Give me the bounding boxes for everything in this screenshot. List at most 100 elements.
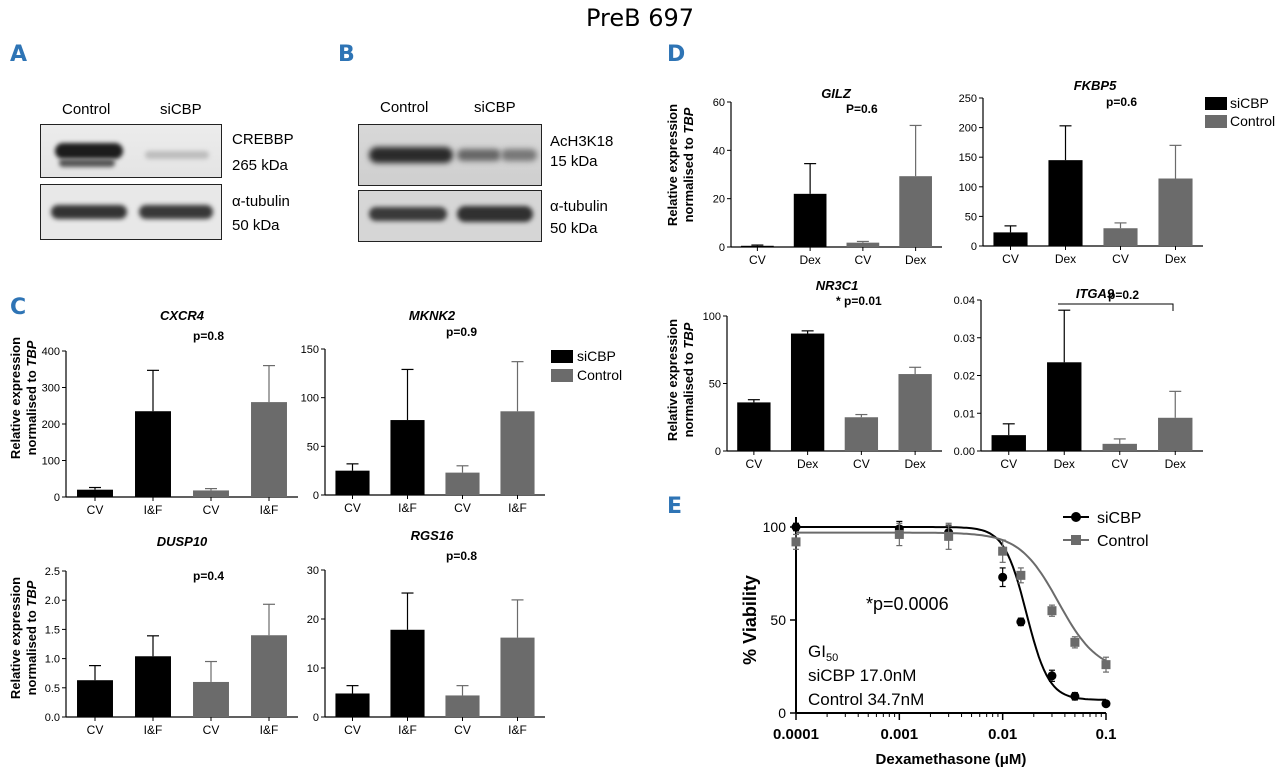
cxcr4-pvalue: p=0.8 bbox=[193, 329, 224, 343]
mknk2-title: MKNK2 bbox=[409, 308, 456, 323]
panel-d-ylabel-bottom-l2: normalised to TBP bbox=[681, 322, 696, 437]
gilz-ytick-label: 60 bbox=[713, 97, 725, 109]
nr3c1-xtick-label: Dex bbox=[904, 457, 925, 471]
legend-d-sicbp-label: siCBP bbox=[1230, 95, 1269, 111]
viability-xtick-label: 0.001 bbox=[881, 726, 919, 743]
fkbp5-xtick-label: Dex bbox=[1055, 252, 1076, 266]
gilz-bar bbox=[793, 193, 827, 247]
dusp10-ytick-label: 0.5 bbox=[45, 683, 60, 695]
itga9-bar bbox=[1158, 417, 1193, 451]
band bbox=[457, 149, 501, 161]
panel-label-b: B bbox=[338, 42, 355, 67]
figure-title: PreB 697 bbox=[585, 4, 695, 32]
band bbox=[55, 143, 123, 159]
fkbp5-pvalue: p=0.6 bbox=[1106, 95, 1137, 109]
itga9-bar bbox=[991, 435, 1026, 451]
cxcr4-ytick-label: 100 bbox=[42, 456, 60, 468]
mknk2-xtick-label: I&F bbox=[398, 501, 417, 515]
panel-c-ylabel-top-l1: Relative expression bbox=[8, 337, 23, 459]
viability-xtick-label: 0.0001 bbox=[773, 726, 819, 743]
panel-label-a: A bbox=[10, 42, 28, 67]
fkbp5-ytick-label: 250 bbox=[959, 93, 977, 105]
cxcr4-ytick-label: 200 bbox=[42, 419, 60, 431]
fkbp5-title: FKBP5 bbox=[1074, 78, 1117, 93]
viability-point-control bbox=[1070, 637, 1080, 647]
legend-e-control-label: Control bbox=[1097, 533, 1149, 550]
itga9-xtick-label: Dex bbox=[1054, 457, 1075, 471]
dusp10-xtick-label: I&F bbox=[260, 723, 279, 737]
nr3c1-xtick-label: Dex bbox=[797, 457, 818, 471]
panel-c-ylabel-top-l2: normalised to TBP bbox=[24, 340, 39, 455]
fkbp5-ytick-label: 50 bbox=[965, 211, 977, 223]
blot-a-crebbp-membrane bbox=[40, 124, 222, 178]
fkbp5-ytick-label: 150 bbox=[959, 152, 977, 164]
panel-d-ylabel-bottom-l1: Relative expression bbox=[665, 319, 680, 441]
gi50-title: GI50 bbox=[808, 642, 838, 664]
mknk2-ytick-label: 0 bbox=[313, 490, 319, 502]
legend-c-control-swatch bbox=[551, 369, 573, 382]
rgs16-xtick-label: CV bbox=[454, 723, 471, 737]
rgs16-xtick-label: I&F bbox=[398, 723, 417, 737]
fkbp5-ytick-label: 100 bbox=[959, 182, 977, 194]
gi50-sicbp: siCBP 17.0nM bbox=[808, 666, 916, 685]
legend-d-control-swatch bbox=[1205, 115, 1227, 128]
gilz-title: GILZ bbox=[821, 86, 852, 101]
mknk2-xtick-label: CV bbox=[344, 501, 361, 515]
itga9-ytick-label: 0.00 bbox=[954, 446, 975, 458]
legend-c-sicbp-swatch bbox=[551, 350, 573, 363]
rgs16-bar bbox=[390, 629, 425, 717]
viability-point-control bbox=[944, 531, 954, 541]
cxcr4-bar bbox=[135, 411, 171, 497]
viability-point-sicbp bbox=[1047, 671, 1057, 681]
nr3c1-pvalue: * p=0.01 bbox=[836, 294, 882, 308]
blot-b-tubulin-membrane bbox=[358, 190, 542, 242]
viability-ytick-label: 100 bbox=[763, 519, 787, 535]
fkbp5-bar bbox=[1103, 228, 1138, 246]
blot-a-lane-sicbp: siCBP bbox=[160, 101, 202, 118]
gilz-pvalue: P=0.6 bbox=[846, 102, 878, 116]
blot-b-size-2: 50 kDa bbox=[550, 220, 598, 237]
viability-point-sicbp bbox=[1101, 699, 1111, 709]
cxcr4-bar bbox=[77, 489, 113, 497]
nr3c1-ytick-label: 50 bbox=[709, 379, 721, 391]
viability-xlabel: Dexamethasone (μM) bbox=[876, 751, 1027, 768]
dusp10-ytick-label: 2.0 bbox=[45, 595, 60, 607]
viability-ylabel: % Viability bbox=[740, 575, 760, 665]
rgs16-pvalue: p=0.8 bbox=[446, 549, 477, 563]
panel-d-ylabel-top-l2: normalised to TBP bbox=[681, 107, 696, 222]
gilz-ytick-label: 20 bbox=[713, 194, 725, 206]
itga9-ytick-label: 0.01 bbox=[954, 408, 975, 420]
nr3c1-title: NR3C1 bbox=[816, 278, 859, 293]
blot-a-protein-1: CREBBP bbox=[232, 131, 294, 148]
band bbox=[145, 151, 209, 159]
band bbox=[59, 159, 115, 167]
viability-point-control bbox=[894, 529, 904, 539]
legend-e-sicbp-marker bbox=[1071, 512, 1081, 522]
band bbox=[501, 149, 537, 161]
itga9-xtick-label: Dex bbox=[1165, 457, 1186, 471]
mknk2-pvalue: p=0.9 bbox=[446, 325, 477, 339]
itga9-title: ITGA9 bbox=[1076, 286, 1115, 301]
panel-label-e: E bbox=[667, 494, 683, 519]
viability-annotation: *p=0.0006 bbox=[866, 594, 949, 614]
itga9-bracket bbox=[1058, 303, 1174, 311]
dusp10-bar bbox=[193, 681, 229, 717]
cxcr4-ytick-label: 0 bbox=[54, 492, 60, 504]
viability-point-control bbox=[791, 537, 801, 547]
gilz-xtick-label: CV bbox=[749, 253, 766, 267]
cxcr4-xtick-label: CV bbox=[87, 503, 104, 517]
blot-b-lane-sicbp: siCBP bbox=[474, 99, 516, 116]
cxcr4-title: CXCR4 bbox=[160, 308, 205, 323]
nr3c1-bar bbox=[844, 417, 879, 451]
itga9-bar bbox=[1102, 443, 1137, 451]
cxcr4-xtick-label: CV bbox=[203, 503, 220, 517]
dusp10-xtick-label: I&F bbox=[144, 723, 163, 737]
viability-point-sicbp bbox=[791, 522, 801, 532]
fkbp5-bar bbox=[993, 232, 1028, 246]
viability-point-sicbp bbox=[1016, 617, 1026, 627]
blot-b-lane-control: Control bbox=[380, 99, 429, 116]
dusp10-bar bbox=[135, 656, 171, 717]
panel-c-ylabel-bottom-l1: Relative expression bbox=[8, 577, 23, 699]
legend-e-control-marker bbox=[1071, 535, 1081, 545]
